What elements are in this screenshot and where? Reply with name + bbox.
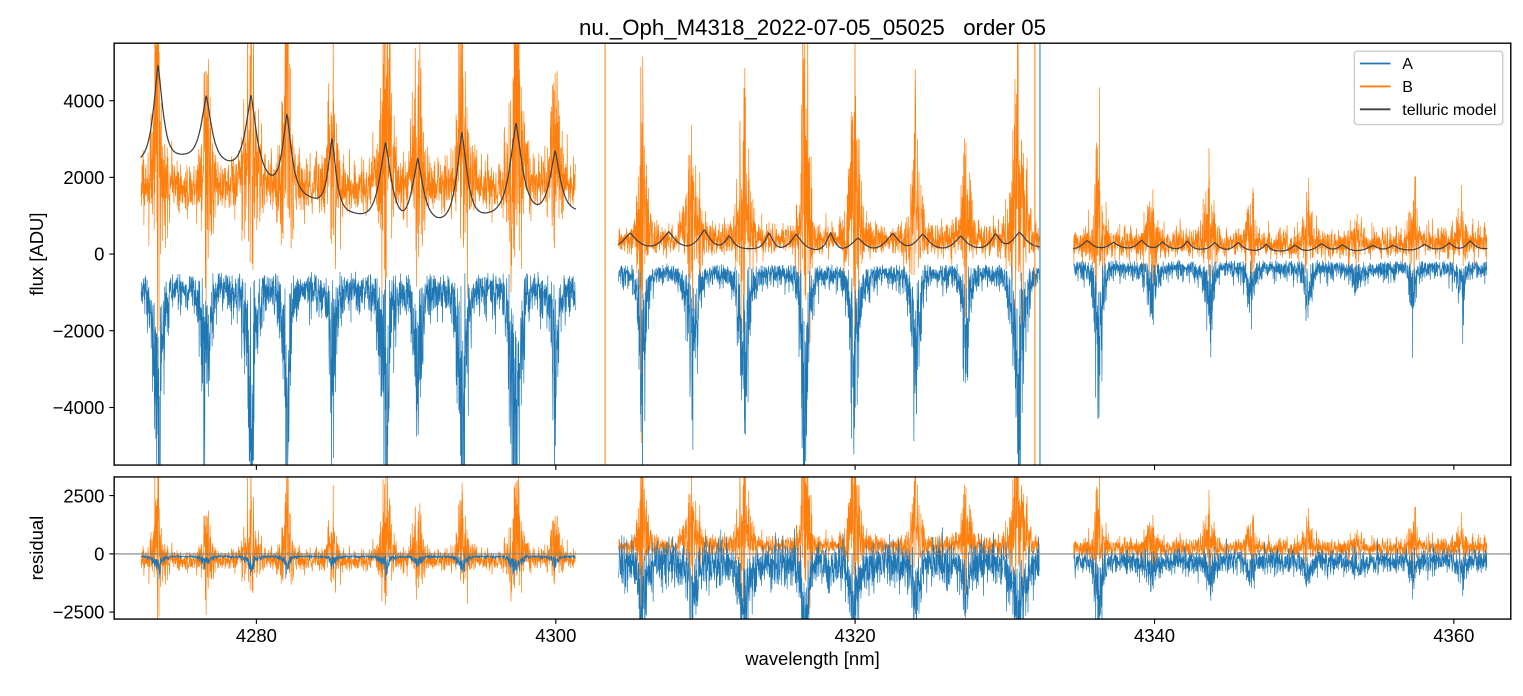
svg-text:residual: residual: [26, 516, 47, 581]
svg-text:−2500: −2500: [53, 602, 105, 623]
svg-text:4340: 4340: [1134, 625, 1175, 646]
svg-text:nu._Oph_M4318_2022-07-05_05025: nu._Oph_M4318_2022-07-05_05025 order 05: [579, 15, 1046, 40]
svg-text:4300: 4300: [535, 625, 576, 646]
svg-text:2500: 2500: [63, 485, 104, 506]
svg-text:−4000: −4000: [53, 397, 105, 418]
svg-text:B: B: [1402, 79, 1413, 96]
svg-text:flux [ADU]: flux [ADU]: [26, 212, 47, 295]
svg-text:A: A: [1402, 56, 1413, 73]
svg-text:4280: 4280: [236, 625, 277, 646]
svg-text:4360: 4360: [1433, 625, 1474, 646]
svg-text:wavelength [nm]: wavelength [nm]: [744, 648, 879, 669]
svg-text:telluric model: telluric model: [1402, 102, 1496, 119]
svg-text:4000: 4000: [63, 90, 104, 111]
svg-text:0: 0: [94, 244, 104, 265]
svg-text:4320: 4320: [835, 625, 876, 646]
svg-text:−2000: −2000: [53, 321, 105, 342]
svg-text:0: 0: [94, 544, 104, 565]
svg-text:2000: 2000: [63, 167, 104, 188]
